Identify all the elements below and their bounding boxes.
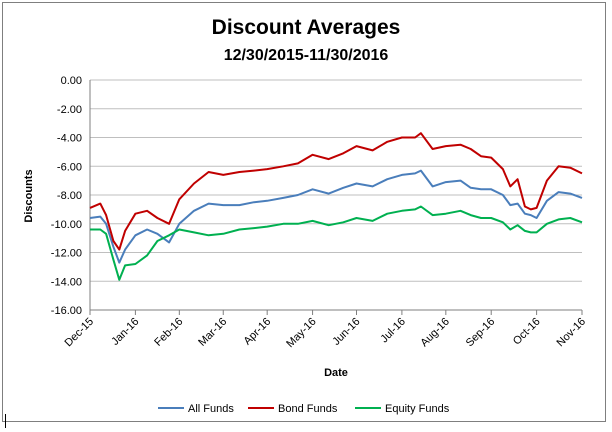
y-tick-label: -2.00: [57, 104, 82, 116]
x-tick-label: Nov-16: [555, 316, 589, 350]
x-tick-label: Jan-16: [109, 316, 141, 348]
x-tick-label: Aug-16: [418, 316, 452, 350]
legend-label-equity-funds: Equity Funds: [385, 403, 450, 415]
y-tick-label: -16.00: [51, 305, 82, 317]
x-tick-label: Jun-16: [330, 316, 362, 348]
x-tick-label: Sep-16: [464, 316, 498, 350]
y-axis-label: Discounts: [23, 169, 35, 222]
chart-subtitle: 12/30/2015-11/30/2016: [224, 47, 389, 64]
x-tick-label: Feb-16: [152, 316, 185, 349]
x-axis: [89, 80, 583, 315]
y-gridlines: [90, 79, 582, 311]
x-tick-label: May-16: [284, 316, 318, 350]
legend-label-bond-funds: Bond Funds: [278, 403, 338, 415]
x-tick-label: Mar-16: [196, 316, 229, 349]
x-tick-labels: Dec-15 Jan-16 Feb-16 Mar-16 Apr-16 May-16 Jun-…: [63, 316, 589, 350]
x-tick-label: Oct-16: [511, 316, 543, 348]
edge-mark: [5, 414, 6, 428]
y-tick-label: -8.00: [57, 190, 82, 202]
y-tick-label: 0.00: [61, 75, 82, 87]
y-tick-labels: 0.00 -2.00 -4.00 -6.00 -8.00 -10.00 -12.00 -14.…: [51, 75, 82, 317]
y-tick-label: -6.00: [57, 161, 82, 173]
x-tick-label: Jul-16: [378, 316, 408, 346]
y-tick-label: -4.00: [57, 133, 82, 145]
legend-label-all-funds: All Funds: [188, 403, 234, 415]
series-line-bond-funds: [89, 132, 583, 251]
series-lines: [89, 132, 583, 281]
chart-frame: [2, 2, 606, 422]
chart-title: Discount Averages: [212, 16, 401, 39]
series-line-equity-funds: [90, 205, 583, 281]
x-axis-label: Date: [324, 367, 348, 379]
y-tick-label: -10.00: [51, 219, 82, 231]
series-line-all-funds: [89, 169, 583, 264]
legend: All Funds Bond Funds Equity Funds: [158, 403, 450, 415]
y-tick-label: -12.00: [51, 248, 82, 260]
x-tick-label: Dec-15: [63, 316, 97, 350]
y-tick-label: -14.00: [51, 276, 82, 288]
x-tick-label: Apr-16: [241, 316, 273, 348]
